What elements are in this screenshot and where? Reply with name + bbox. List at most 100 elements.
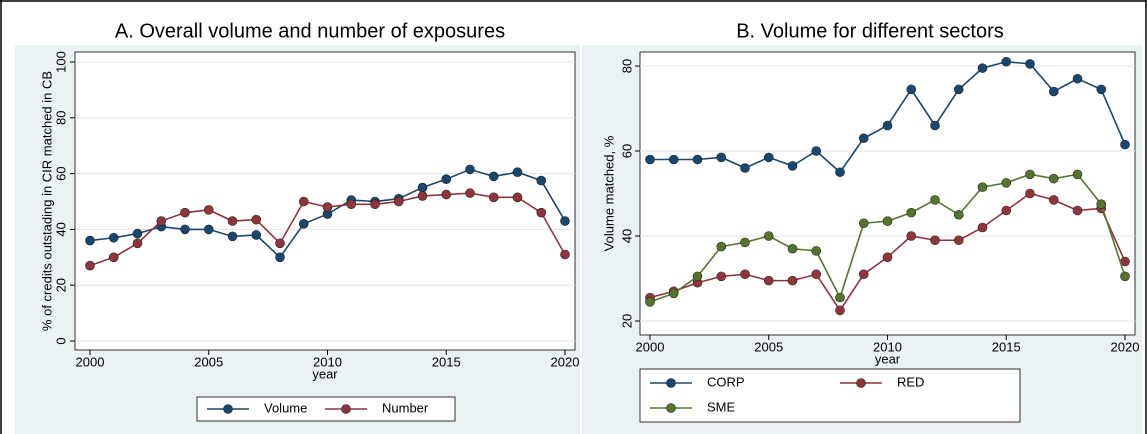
marker — [1096, 199, 1107, 209]
marker — [1001, 56, 1012, 67]
marker — [1048, 173, 1059, 184]
marker — [1025, 188, 1035, 199]
marker — [740, 237, 750, 248]
y-tick-label: 40 — [619, 229, 634, 243]
legend-marker — [341, 404, 351, 414]
marker — [465, 188, 475, 198]
y-tick-label: 0 — [53, 337, 68, 344]
marker — [465, 164, 475, 175]
marker — [560, 249, 570, 260]
y-tick-label: 20 — [53, 278, 68, 292]
marker — [512, 192, 523, 203]
marker — [858, 218, 869, 229]
marker — [716, 152, 727, 163]
x-tick-label: 2005 — [754, 339, 783, 354]
marker — [417, 191, 428, 201]
marker — [1072, 73, 1083, 84]
x-tick-label: 2000 — [636, 339, 665, 354]
marker — [811, 269, 822, 280]
y-axis-label: % of credits outstading in CIR matched i… — [39, 71, 54, 331]
marker — [1048, 195, 1059, 205]
x-tick-label: 2020 — [551, 354, 580, 369]
marker — [906, 207, 917, 218]
marker — [787, 275, 798, 286]
marker — [180, 207, 190, 218]
marker — [85, 235, 95, 246]
legend-label: CORP — [707, 374, 745, 389]
marker — [906, 231, 917, 241]
marker — [1096, 84, 1107, 95]
marker — [85, 260, 95, 271]
marker — [251, 214, 262, 225]
marker — [692, 271, 703, 282]
marker — [763, 275, 774, 286]
marker — [227, 231, 238, 242]
marker — [906, 84, 917, 95]
marker — [417, 182, 428, 193]
marker — [1048, 86, 1059, 97]
legend-marker — [666, 403, 676, 413]
x-axis-label: year — [312, 366, 338, 381]
marker — [740, 163, 750, 173]
marker — [811, 246, 822, 256]
marker — [763, 152, 774, 163]
marker — [763, 231, 774, 241]
marker — [835, 305, 845, 316]
marker — [930, 120, 940, 131]
marker — [512, 167, 523, 178]
marker — [1025, 169, 1035, 180]
marker — [227, 216, 238, 226]
marker — [953, 84, 964, 95]
marker — [322, 202, 333, 212]
marker — [882, 216, 893, 226]
legend — [639, 368, 1021, 423]
legend-label: RED — [897, 374, 924, 389]
y-tick-label: 20 — [619, 314, 634, 328]
y-tick-label: 80 — [53, 111, 68, 125]
marker — [536, 175, 547, 186]
marker — [441, 189, 452, 200]
marker — [346, 199, 357, 210]
x-tick-label: 2005 — [194, 354, 223, 369]
y-tick-label: 60 — [53, 166, 68, 180]
legend-marker — [666, 378, 676, 388]
marker — [132, 238, 143, 249]
marker — [251, 230, 262, 240]
marker — [787, 161, 798, 171]
chart-title: A. Overall volume and number of exposure… — [115, 20, 505, 42]
marker — [716, 241, 727, 252]
marker — [156, 216, 167, 226]
marker — [953, 235, 964, 246]
y-tick-label: 40 — [53, 222, 68, 236]
marker — [108, 252, 119, 263]
marker — [1001, 205, 1012, 216]
legend-label: Volume — [264, 400, 307, 415]
x-tick-label: 2015 — [432, 354, 461, 369]
x-tick-label: 2010 — [873, 339, 902, 354]
marker — [393, 196, 404, 207]
marker — [858, 133, 869, 144]
marker — [692, 154, 703, 165]
marker — [953, 209, 964, 220]
marker — [882, 120, 893, 131]
legend-label: SME — [707, 399, 736, 414]
marker — [275, 238, 285, 249]
x-tick-label: 2000 — [76, 354, 105, 369]
marker — [560, 216, 570, 226]
marker — [668, 288, 679, 299]
legend-marker — [223, 404, 233, 414]
marker — [668, 154, 679, 165]
marker — [298, 196, 309, 207]
marker — [977, 63, 988, 73]
marker — [977, 222, 988, 233]
marker — [298, 219, 309, 229]
x-tick-label: 2015 — [992, 339, 1021, 354]
marker — [977, 182, 988, 192]
marker — [1001, 178, 1012, 188]
marker — [787, 243, 798, 254]
x-tick-label: 2010 — [313, 354, 342, 369]
marker — [835, 167, 845, 178]
marker — [275, 252, 285, 263]
marker — [370, 199, 380, 210]
